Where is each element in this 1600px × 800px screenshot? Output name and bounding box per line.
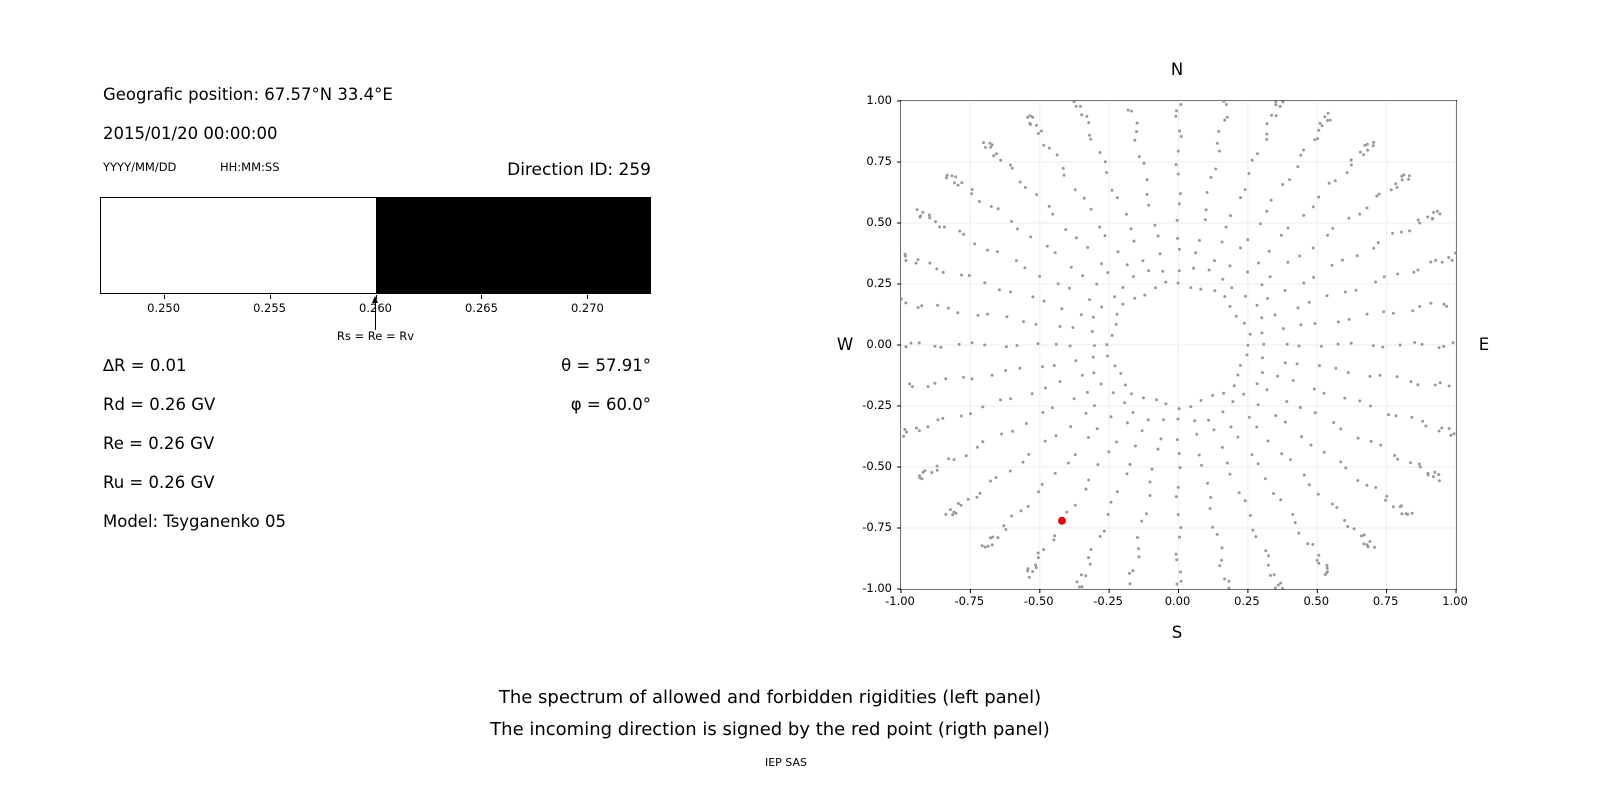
datetime-label: 2015/01/20 00:00:00 xyxy=(103,124,278,143)
spectrum-x-tick-label: 0.250 xyxy=(147,301,181,315)
direction-y-tick-label: -0.75 xyxy=(862,520,892,534)
param-delta-r: ∆R = 0.01 xyxy=(103,356,187,375)
caption-line-1: The spectrum of allowed and forbidden ri… xyxy=(498,687,1042,708)
compass-east-label: E xyxy=(1478,335,1490,354)
spectrum-x-tick xyxy=(587,295,589,299)
compass-west-label: W xyxy=(836,335,854,354)
credit-label: IEP SAS xyxy=(764,756,808,769)
param-rd: Rd = 0.26 GV xyxy=(103,395,216,414)
param-re: Re = 0.26 GV xyxy=(103,434,215,453)
spectrum-x-tick-label: 0.265 xyxy=(464,301,498,315)
param-model: Model: Tsyganenko 05 xyxy=(103,512,287,531)
param-phi: φ = 60.0° xyxy=(570,395,651,414)
direction-x-tick-label: 0.00 xyxy=(1164,594,1191,608)
direction-x-tick-label: 1.00 xyxy=(1442,594,1468,608)
direction-y-tick-label: 1.00 xyxy=(866,93,892,107)
spectrum-x-tick xyxy=(481,295,483,299)
direction-x-tick-label: -0.50 xyxy=(1023,594,1054,608)
direction-y-tick-label: -1.00 xyxy=(862,581,892,595)
direction-y-tick-label: 0.00 xyxy=(866,337,892,351)
spectrum-x-tick xyxy=(163,295,165,299)
time-format-label: HH:MM:SS xyxy=(220,160,280,174)
direction-id-label: Direction ID: 259 xyxy=(507,160,651,180)
direction-y-tick-label: 0.75 xyxy=(866,154,892,168)
direction-y-tick-label: 0.25 xyxy=(866,276,892,290)
direction-scatter xyxy=(897,99,1458,593)
direction-x-tick-label: 0.75 xyxy=(1372,594,1399,608)
direction-x-tick-label: -0.75 xyxy=(954,594,985,608)
direction-x-tick-label: -1.00 xyxy=(885,594,915,608)
compass-north-label: N xyxy=(1170,60,1184,79)
threshold-arrow-label: Rs = Re = Rv xyxy=(336,329,415,343)
direction-x-tick-label: 0.25 xyxy=(1234,594,1260,608)
spectrum-x-tick xyxy=(269,295,271,299)
caption-line-2: The incoming direction is signed by the … xyxy=(490,719,1050,740)
arrow-line xyxy=(375,300,376,330)
date-format-label: YYYY/MM/DD xyxy=(103,160,177,174)
spectrum-x-tick-label: 0.255 xyxy=(253,301,286,315)
arrow-head-icon xyxy=(372,296,378,303)
geo-position-label: Geografic position: 67.57°N 33.4°E xyxy=(103,85,393,104)
direction-y-tick-label: 0.50 xyxy=(866,215,892,229)
param-theta: θ = 57.91° xyxy=(561,356,651,375)
spectrum-x-tick-label: 0.270 xyxy=(570,301,604,315)
direction-plot xyxy=(897,99,1458,593)
param-ru: Ru = 0.26 GV xyxy=(103,473,215,492)
forbidden-region xyxy=(375,198,650,293)
threshold-arrow-icon xyxy=(371,296,381,330)
direction-y-tick-label: -0.25 xyxy=(862,398,892,412)
direction-y-tick-label: -0.50 xyxy=(862,459,892,473)
rigidity-spectrum-plot xyxy=(100,197,651,294)
compass-south-label: S xyxy=(1171,623,1183,642)
direction-x-tick-label: 0.50 xyxy=(1303,594,1330,608)
direction-x-tick-label: -0.25 xyxy=(1093,594,1124,608)
